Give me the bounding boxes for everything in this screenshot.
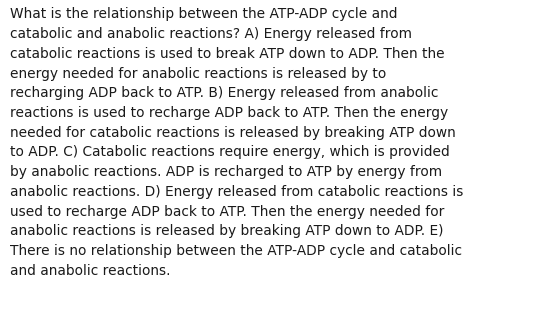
- Text: What is the relationship between the ATP-ADP cycle and
catabolic and anabolic re: What is the relationship between the ATP…: [10, 7, 463, 278]
